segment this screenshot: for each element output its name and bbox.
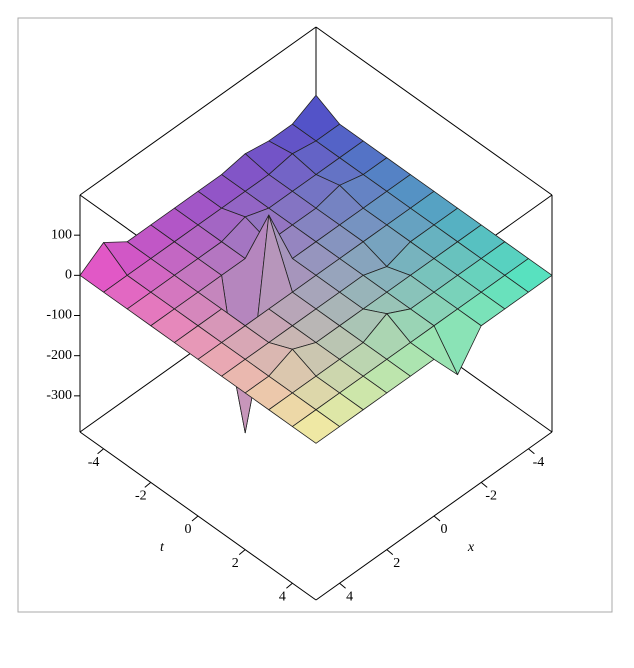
t-tick-label: -2 (135, 489, 147, 504)
x-tick-label: 0 (441, 522, 448, 537)
z-tick-label: -100 (46, 308, 72, 323)
t-tick (191, 515, 199, 522)
t-tick-label: 0 (185, 522, 192, 537)
t-tick-label: -4 (88, 455, 100, 470)
z-tick-label: -200 (46, 348, 72, 363)
z-tick-label: 100 (51, 227, 72, 242)
surface-patch (291, 409, 341, 444)
x-tick (480, 482, 488, 488)
x-tick-label: 2 (393, 556, 400, 571)
x-axis-label: x (467, 540, 475, 555)
t-tick (286, 582, 293, 589)
t-tick-label: 4 (279, 589, 286, 604)
t-tick (238, 549, 246, 555)
x-tick-label: -4 (533, 455, 545, 470)
z-tick-label: 0 (65, 268, 72, 283)
front-layer: -4 -2 0 2 4 -4 -2 0 2 4 (79, 431, 553, 604)
x-tick (433, 515, 441, 522)
x-tick-label: 4 (346, 589, 353, 604)
x-tick-label: -2 (485, 489, 497, 504)
x-tick (386, 549, 394, 555)
t-tick (97, 448, 104, 455)
t-axis-label: t (160, 540, 165, 555)
t-tick (144, 482, 152, 488)
x-tick (339, 582, 346, 589)
x-tick (528, 448, 535, 455)
box-edge (79, 26, 317, 196)
t-tick-label: 2 (232, 556, 239, 571)
z-tick-label: -300 (46, 388, 72, 403)
box-edge (315, 26, 553, 196)
surface (79, 94, 553, 444)
